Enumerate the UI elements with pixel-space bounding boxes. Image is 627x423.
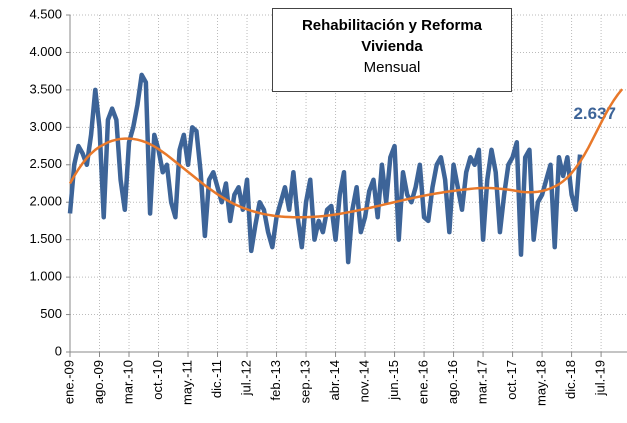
- x-tick-label: may.-11: [179, 360, 194, 405]
- x-tick-label: oct.-17: [504, 360, 519, 400]
- x-tick-label: ene.-16: [415, 360, 430, 404]
- chart-title: Rehabilitación y Reforma Vivienda: [301, 17, 483, 55]
- title-box: Rehabilitación y Reforma Vivienda Mensua…: [272, 8, 512, 92]
- x-tick-label: mar.-17: [475, 360, 490, 404]
- x-tick-label: ago.-16: [445, 360, 460, 404]
- x-tick-label: ago.-09: [91, 360, 106, 404]
- x-tick-label: feb.-13: [268, 360, 283, 400]
- series-line: [67, 72, 583, 265]
- y-tick-label: 3.500: [29, 81, 62, 96]
- x-tick-label: may.-18: [534, 360, 549, 406]
- x-tick-label: jun.-15: [386, 360, 401, 401]
- y-tick-label: 4.000: [29, 44, 62, 59]
- x-tick-label: jul.-12: [238, 360, 253, 396]
- x-tick-label: jul.-19: [593, 360, 608, 396]
- y-tick-label: 2.500: [29, 156, 62, 171]
- data-label: 2.637: [573, 104, 616, 123]
- y-tick-label: 1.000: [29, 269, 62, 284]
- y-tick-label: 2.000: [29, 194, 62, 209]
- x-tick-label: abr.-14: [327, 360, 342, 400]
- x-tick-label: dic.-18: [563, 360, 578, 399]
- x-tick-label: ene.-09: [61, 360, 76, 404]
- x-tick-label: sep.-13: [297, 360, 312, 403]
- chart-subtitle: Mensual: [363, 59, 421, 76]
- y-tick-label: 0: [55, 343, 62, 358]
- y-tick-label: 4.500: [29, 6, 62, 21]
- x-tick-label: mar.-10: [120, 360, 135, 404]
- series-line: [68, 88, 624, 219]
- y-tick-label: 3.000: [29, 119, 62, 134]
- x-tick-label: oct.-10: [150, 360, 165, 400]
- y-tick-label: 1.500: [29, 231, 62, 246]
- y-tick-label: 500: [40, 306, 62, 321]
- x-tick-label: dic.-11: [209, 360, 224, 398]
- x-tick-label: nov.-14: [356, 360, 371, 402]
